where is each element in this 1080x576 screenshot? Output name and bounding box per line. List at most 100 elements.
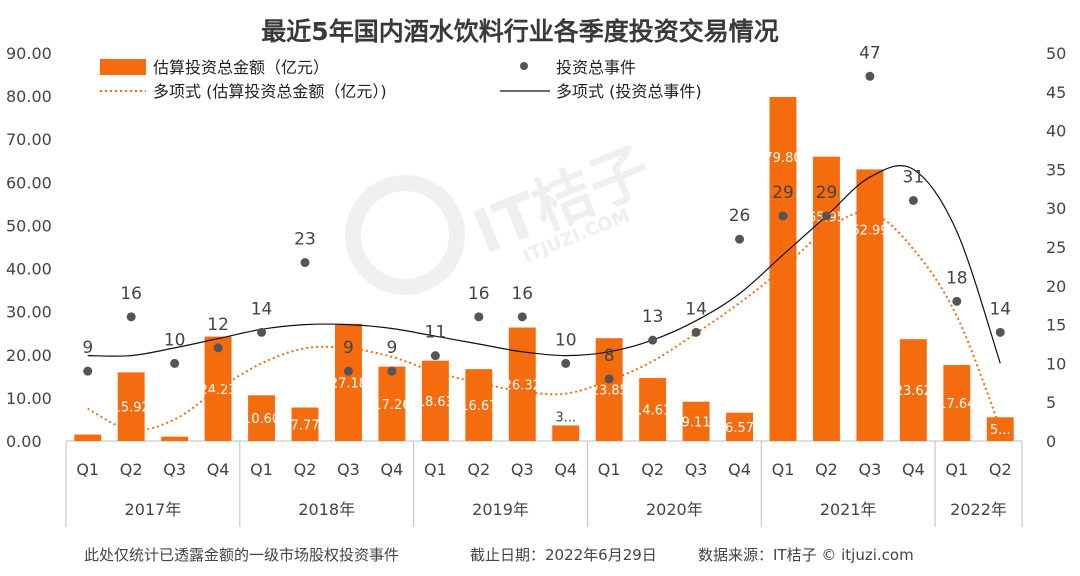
bar	[943, 364, 971, 441]
event-point	[83, 366, 93, 376]
x-tick-label: Q1	[76, 460, 99, 479]
bar	[769, 96, 797, 442]
bar	[812, 156, 840, 441]
bar	[74, 434, 102, 441]
bar	[552, 425, 580, 441]
event-count-label: 16	[468, 284, 490, 304]
event-count-label: 26	[729, 206, 751, 226]
y-right-tick-label: 35	[1046, 160, 1066, 179]
y-right-tick-label: 45	[1046, 83, 1066, 102]
event-count-label: 23	[294, 230, 316, 250]
event-point	[735, 234, 745, 244]
event-count-label: 9	[82, 338, 93, 358]
y-left-tick-label: 40.00	[6, 260, 52, 279]
x-tick-label: Q2	[467, 460, 490, 479]
trend-line-amount	[87, 210, 1002, 432]
footer-cutoff: 截止日期：2022年6月29日	[470, 546, 657, 564]
bar	[726, 412, 754, 441]
x-tick-label: Q2	[120, 460, 143, 479]
event-count-label: 9	[343, 338, 354, 358]
x-tick-label: Q4	[207, 460, 230, 479]
bar-data-label: 26.32	[504, 378, 541, 393]
bar	[986, 417, 1014, 441]
x-tick-label: Q4	[554, 460, 577, 479]
x-tick-label: Q2	[294, 460, 317, 479]
x-group-label: 2022年	[950, 500, 1007, 519]
footer-source: 数据来源：IT桔子 © itjuzi.com	[698, 546, 914, 564]
x-group-label: 2019年	[472, 500, 529, 519]
bar-data-label: 23.62	[895, 384, 932, 399]
x-tick-label: Q4	[902, 460, 925, 479]
bar-data-label: 16.67	[460, 399, 497, 414]
watermark: IT桔子 ITJUZI.COM	[345, 134, 660, 295]
x-group-label: 2020年	[646, 500, 703, 519]
event-point	[648, 335, 658, 345]
x-tick-label: Q1	[598, 460, 621, 479]
bar-data-label: 23.85	[591, 384, 628, 399]
event-point	[517, 312, 527, 322]
x-tick-label: Q4	[728, 460, 751, 479]
event-point	[952, 296, 962, 306]
y-right-tick-label: 10	[1046, 354, 1066, 373]
bar	[248, 395, 276, 441]
event-count-label: 13	[642, 307, 664, 327]
event-count-label: 29	[816, 183, 838, 203]
bar-data-label: 6.57	[725, 421, 754, 436]
event-count-label: 14	[685, 299, 707, 319]
event-count-label: 16	[120, 284, 142, 304]
watermark-logo-icon	[345, 175, 465, 295]
event-point	[300, 258, 310, 268]
x-group-label: 2018年	[298, 500, 355, 519]
x-tick-label: Q3	[511, 460, 534, 479]
x-tick-label: Q3	[337, 460, 360, 479]
y-right-tick-label: 5	[1046, 393, 1056, 412]
x-group-label: 2021年	[820, 500, 877, 519]
event-count-label: 31	[903, 167, 925, 187]
event-count-label: 47	[859, 43, 881, 63]
event-point	[865, 71, 875, 81]
bar	[682, 401, 710, 441]
event-point	[995, 327, 1005, 337]
trend-lines	[87, 165, 1002, 432]
event-point	[126, 312, 136, 322]
bar-data-label: 18.63	[417, 395, 454, 410]
bar-data-label: 15.92	[113, 401, 150, 416]
event-point	[430, 351, 440, 361]
bar	[204, 336, 232, 441]
y-left-tick-label: 60.00	[6, 173, 52, 192]
x-tick-label: Q2	[641, 460, 664, 479]
event-point	[343, 366, 353, 376]
x-tick-label: Q1	[250, 460, 273, 479]
x-tick-label: Q3	[685, 460, 708, 479]
bar	[378, 366, 406, 441]
y-left-tick-label: 20.00	[6, 346, 52, 365]
bar-data-label: 62.99	[851, 223, 888, 238]
y-left-tick-label: 30.00	[6, 303, 52, 322]
bar-data-label: 27.18	[330, 376, 367, 391]
bars	[74, 96, 1014, 442]
event-count-label: 29	[772, 183, 794, 203]
event-count-label: 16	[511, 284, 533, 304]
legend-bar-label: 估算投资总金额（亿元）	[153, 58, 329, 77]
x-group-label: 2017年	[125, 500, 182, 519]
y-left-tick-label: 70.00	[6, 130, 52, 149]
legend-trend-bar-label: 多项式 (估算投资总金额（亿元）)	[153, 82, 387, 101]
x-tick-label: Q4	[381, 460, 404, 479]
bar-data-label: 79.80	[764, 151, 801, 166]
bar	[508, 327, 536, 441]
x-tick-label: Q1	[772, 460, 795, 479]
event-point	[387, 366, 397, 376]
y-left-tick-label: 10.00	[6, 389, 52, 408]
legend-bar-swatch	[100, 59, 146, 75]
event-count-label: 12	[207, 315, 229, 335]
bar	[465, 369, 493, 441]
x-tick-label: Q1	[945, 460, 968, 479]
y-right-tick-label: 40	[1046, 122, 1066, 141]
x-tick-label: Q2	[989, 460, 1012, 479]
x-tick-label: Q1	[424, 460, 447, 479]
event-count-label: 14	[251, 299, 273, 319]
y-right-tick-label: 25	[1046, 238, 1066, 257]
y-right-tick-label: 30	[1046, 199, 1066, 218]
event-point	[778, 211, 788, 221]
